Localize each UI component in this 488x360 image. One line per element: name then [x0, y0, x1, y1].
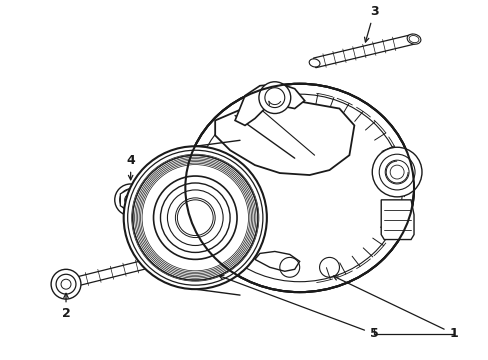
Circle shape: [120, 189, 142, 211]
Polygon shape: [120, 188, 141, 212]
Polygon shape: [254, 251, 299, 271]
Circle shape: [371, 147, 421, 197]
Circle shape: [167, 190, 223, 246]
Circle shape: [153, 176, 237, 260]
Polygon shape: [65, 245, 206, 288]
Circle shape: [258, 82, 290, 113]
Ellipse shape: [407, 34, 420, 44]
Circle shape: [123, 146, 266, 289]
Text: 2: 2: [61, 293, 70, 320]
Text: 3: 3: [364, 5, 378, 42]
Circle shape: [115, 184, 146, 216]
Text: 5: 5: [219, 275, 378, 340]
Ellipse shape: [200, 246, 210, 253]
Text: 4: 4: [126, 154, 135, 180]
Polygon shape: [215, 100, 354, 175]
Circle shape: [51, 269, 81, 299]
Polygon shape: [381, 200, 413, 239]
Ellipse shape: [185, 84, 413, 292]
Polygon shape: [235, 84, 304, 125]
Text: 1: 1: [333, 276, 457, 340]
Circle shape: [56, 274, 76, 294]
Polygon shape: [313, 34, 414, 68]
Ellipse shape: [308, 59, 319, 67]
